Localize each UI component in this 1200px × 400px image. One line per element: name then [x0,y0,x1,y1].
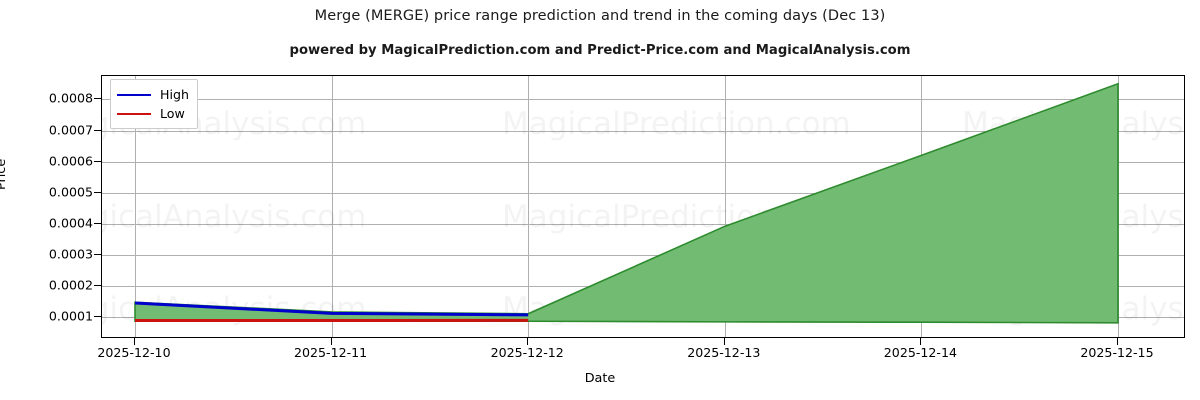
gridline-vertical [724,76,726,337]
y-tick-mark [94,191,101,193]
chart-title: Merge (MERGE) price range prediction and… [314,8,886,24]
x-tick-label: 2025-12-13 [687,345,761,360]
x-tick-mark [723,338,725,345]
gridline-vertical [331,76,333,337]
x-tick-label: 2025-12-11 [293,345,368,360]
y-tick-label: 0.0005 [48,184,93,200]
x-tick-mark [920,338,922,345]
y-tick-mark [94,222,101,224]
gridline-horizontal [102,255,1184,256]
y-tick-label: 0.0001 [48,308,93,324]
legend-label-low: Low [160,106,185,121]
x-tick-label: 2025-12-12 [490,345,564,360]
y-tick-label: 0.0004 [48,215,93,231]
x-tick-mark [134,338,135,345]
x-tick-label: 2025-12-14 [883,345,957,360]
gridline-vertical [135,76,136,337]
y-tick-mark [94,98,101,100]
y-tick-label: 0.0008 [48,90,93,106]
legend-label-high: High [160,87,189,102]
legend-item-high[interactable]: High [117,85,189,104]
plot-area: MagicalAnalysis.comMagicalPrediction.com… [101,75,1185,338]
y-tick-mark [94,160,101,162]
series-svg [134,82,1119,324]
y-tick-mark [94,254,101,255]
y-tick-label: 0.0007 [48,122,93,137]
series-line-high [134,301,529,317]
y-tick-label: 0.0003 [48,246,93,262]
gridline-horizontal [102,161,1184,163]
chart-subtitle: powered by MagicalPrediction.com and Pre… [289,43,911,58]
gridline-horizontal [102,223,1184,225]
prediction-range-band [134,82,1119,324]
y-tick-mark [94,129,101,131]
x-tick-label: 2025-12-10 [97,345,171,360]
gridline-horizontal [102,130,1184,132]
chart-legend[interactable]: High Low [110,79,198,129]
x-tick-mark [527,338,529,345]
y-tick-label: 0.0002 [48,277,93,293]
y-tick-label: 0.0006 [48,153,93,169]
legend-swatch-high [117,93,151,96]
y-tick-mark [94,316,101,318]
gridline-horizontal [102,192,1184,194]
x-tick-mark [330,338,332,345]
gridline-vertical [528,76,530,337]
x-tick-mark [1117,338,1118,345]
x-tick-label: 2025-12-15 [1080,345,1154,360]
gridline-horizontal [102,99,1184,101]
x-axis-label: Date [584,371,616,386]
y-tick-mark [94,285,101,287]
legend-item-low[interactable]: Low [117,104,189,123]
y-axis-ticks: 0.0001 0.0002 0.0003 0.0004 0.0005 0.0006 0.00… [0,75,93,338]
legend-swatch-low [117,112,151,115]
